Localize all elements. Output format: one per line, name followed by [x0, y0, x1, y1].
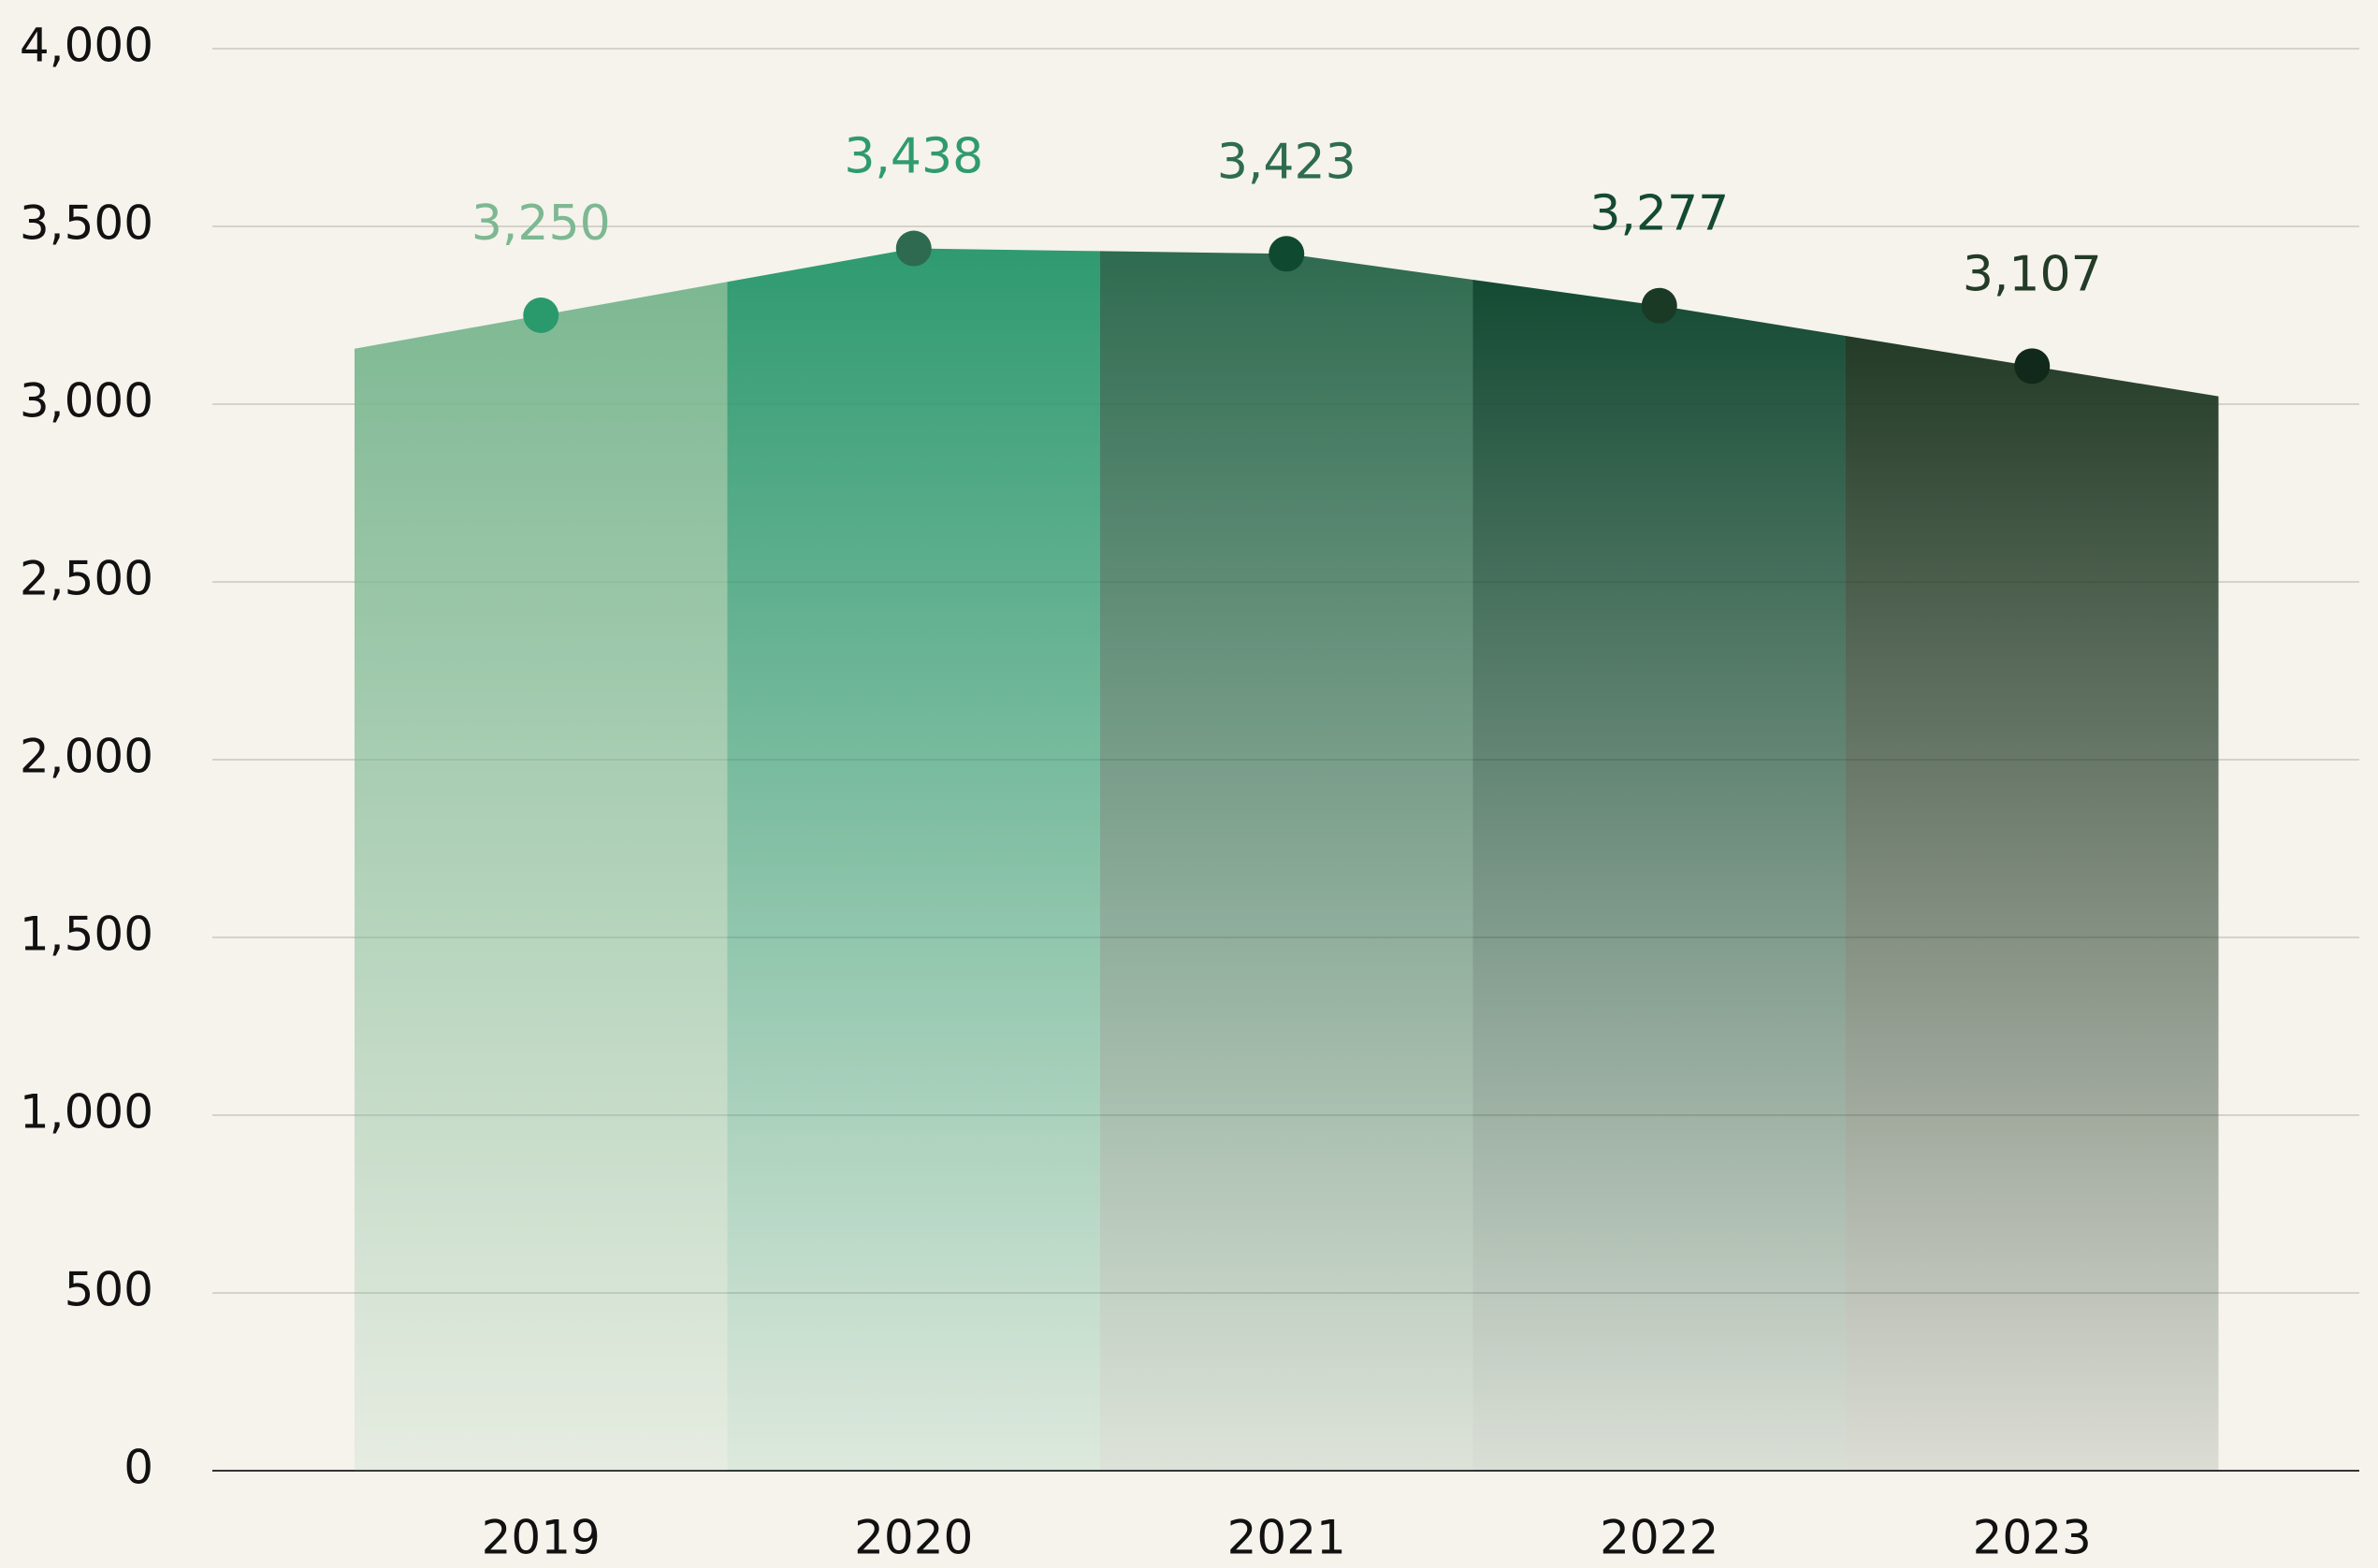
- value-label: 3,438: [844, 129, 983, 185]
- y-tick-label: 3,000: [20, 374, 153, 428]
- point: [1269, 236, 1305, 272]
- x-tick-label: 2023: [1973, 1511, 2092, 1565]
- x-tick-label: 2020: [854, 1511, 973, 1565]
- y-tick-label: 1,000: [20, 1085, 153, 1140]
- point: [523, 298, 559, 333]
- point: [1641, 287, 1677, 324]
- x-tick-label: 2022: [1600, 1511, 1718, 1565]
- value-label: 3,107: [1963, 246, 2102, 302]
- point: [2014, 348, 2051, 385]
- area-segment: [727, 248, 1100, 1471]
- y-tick-label: 0: [123, 1441, 153, 1495]
- y-tick-label: 4,000: [20, 19, 153, 73]
- y-tick-label: 1,500: [20, 907, 153, 962]
- point: [895, 230, 932, 267]
- area-segment: [1846, 336, 2219, 1471]
- y-tick-label: 2,500: [20, 552, 153, 606]
- value-label: 3,250: [471, 196, 611, 252]
- y-tick-label: 3,500: [20, 196, 153, 251]
- area-segment: [1472, 280, 1846, 1471]
- y-tick-label: 500: [65, 1263, 153, 1317]
- value-label: 3,277: [1589, 186, 1729, 242]
- x-tick-label: 2019: [482, 1511, 601, 1565]
- area-segment: [1100, 251, 1473, 1471]
- y-tick-label: 2,000: [20, 730, 153, 784]
- value-label: 3,423: [1217, 134, 1356, 190]
- x-tick-label: 2021: [1227, 1511, 1346, 1565]
- area-segment: [355, 282, 728, 1471]
